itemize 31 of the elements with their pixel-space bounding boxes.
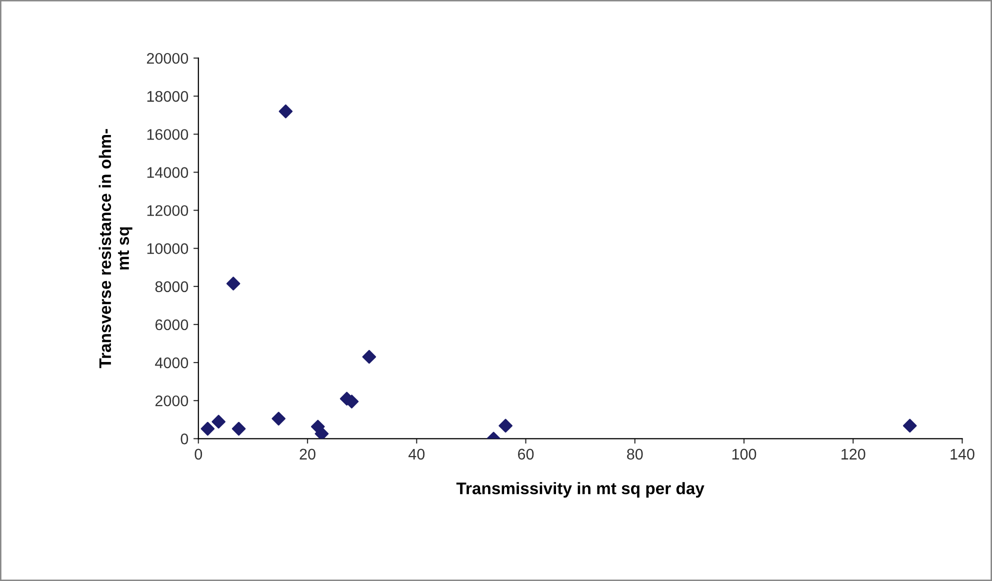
y-tick-label: 18000 — [147, 91, 188, 102]
x-tick-label: 120 — [842, 448, 866, 460]
point — [232, 422, 246, 436]
y-tick-label: 2000 — [155, 395, 188, 406]
y-tick-label: 10000 — [147, 243, 188, 254]
y-tick-label: 0 — [180, 434, 188, 444]
x-tick-label: 80 — [627, 448, 643, 460]
point — [278, 104, 293, 118]
y-tick-label: 14000 — [147, 167, 188, 178]
x-tick-label: 100 — [732, 448, 756, 460]
y-tick-label: 6000 — [155, 319, 188, 330]
x-axis-title: Transmissivity in mt sq per day — [456, 482, 704, 498]
point — [362, 350, 376, 364]
y-tick-label: 8000 — [155, 281, 188, 292]
y-tick-label: 20000 — [146, 52, 188, 64]
point — [272, 412, 286, 426]
point — [212, 414, 226, 429]
point — [200, 422, 215, 436]
y-tick-label: 16000 — [147, 129, 188, 140]
x-tick-label: 140 — [950, 448, 974, 460]
x-tick-label: 20 — [300, 448, 316, 460]
point — [314, 426, 329, 439]
x-tick-label: 60 — [518, 448, 534, 460]
point — [498, 418, 512, 433]
x-tick-label: 40 — [408, 448, 425, 460]
point — [226, 276, 240, 290]
point — [902, 418, 917, 433]
y-tick-label: 4000 — [155, 357, 188, 368]
y-axis-title: Transverse resistance in ohm- mt sq — [98, 129, 132, 368]
x-tick-label: 0 — [194, 448, 202, 460]
y-tick-label: 12000 — [147, 205, 188, 216]
